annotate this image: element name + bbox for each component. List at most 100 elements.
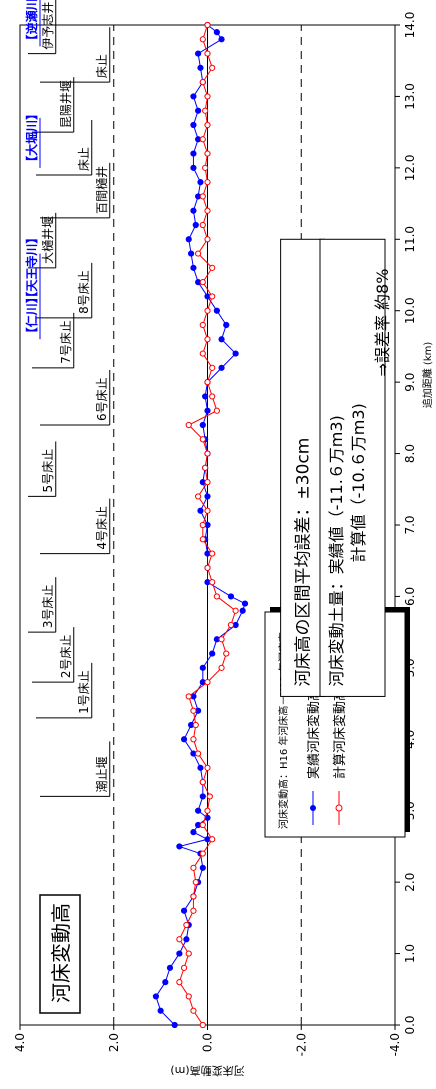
y-axis-label: 河床変動高(m)	[170, 1064, 244, 1078]
data-point	[190, 907, 197, 914]
data-point	[185, 993, 192, 1000]
data-point	[157, 1007, 164, 1014]
structure-label: 6号床止	[95, 377, 109, 421]
data-point	[209, 393, 216, 400]
structure-label: 床止	[77, 147, 91, 171]
data-point	[209, 264, 216, 271]
chart-title: 河床変動高	[49, 903, 73, 1003]
data-point	[195, 107, 202, 114]
data-point	[199, 793, 206, 800]
data-point	[190, 150, 197, 157]
data-point	[199, 779, 206, 786]
data-point	[192, 721, 199, 729]
data-point	[199, 850, 206, 857]
legend-marker	[335, 804, 343, 812]
data-point	[209, 364, 216, 371]
data-point	[185, 236, 192, 243]
data-point	[204, 479, 211, 486]
x-axis-label: 追加距離 (km)	[421, 342, 434, 409]
data-point	[183, 921, 190, 929]
x-tick-label: 12.0	[403, 154, 417, 181]
data-point	[209, 550, 216, 557]
y-tick-label: 0.0	[201, 1033, 215, 1052]
structure-label: 2号床止	[59, 635, 73, 679]
data-point	[199, 821, 206, 829]
data-point	[227, 593, 235, 600]
data-point	[209, 836, 216, 843]
data-point	[199, 864, 206, 871]
data-point	[199, 421, 206, 429]
data-point	[171, 1021, 178, 1029]
river-label: 【逆瀬川】	[24, 0, 39, 46]
data-point	[204, 407, 211, 414]
data-point	[204, 507, 211, 514]
plot-area: 0.01.02.03.04.05.06.07.08.09.010.011.012…	[13, 0, 434, 1078]
structure-label: 3号床止	[41, 585, 55, 629]
x-tick-label: 0.0	[403, 1015, 417, 1034]
x-tick-label: 10.0	[403, 297, 417, 324]
data-point	[195, 493, 202, 500]
data-point	[197, 764, 204, 771]
data-point	[199, 36, 206, 43]
legend-label: 計算河床変動高	[332, 688, 348, 779]
data-point	[204, 236, 211, 243]
data-point	[209, 293, 216, 300]
volume-info-box	[319, 238, 386, 697]
data-point	[199, 321, 206, 329]
structure-label: 5号床止	[41, 449, 55, 493]
data-point	[204, 121, 211, 129]
data-point	[202, 464, 209, 471]
data-point	[204, 207, 211, 214]
data-point	[218, 36, 225, 43]
data-point	[166, 964, 174, 971]
data-point	[195, 50, 202, 57]
data-point	[202, 393, 209, 400]
data-point	[218, 336, 225, 343]
data-point	[227, 621, 235, 629]
data-point	[199, 664, 206, 671]
data-point	[199, 279, 206, 286]
error-info-text: 河床高の区間平均誤差：±30cm	[294, 438, 314, 687]
series-line	[155, 24, 246, 1026]
structure-label: 4号床止	[95, 506, 109, 550]
data-point	[204, 307, 211, 314]
data-point	[199, 436, 206, 443]
data-point	[204, 179, 211, 186]
data-point	[199, 79, 206, 86]
data-point	[176, 979, 183, 986]
data-point	[197, 507, 204, 514]
data-point	[190, 207, 197, 214]
y-tick-label: -4.0	[388, 1033, 402, 1056]
x-tick-label: 2.0	[403, 873, 417, 892]
data-point	[176, 936, 183, 943]
volume-info-line1: 河床変動土量：実績値（-11.６万m3)	[327, 415, 346, 686]
data-point	[232, 350, 239, 357]
data-point	[204, 150, 211, 157]
data-point	[213, 307, 220, 314]
y-tick-label: 2.0	[107, 1033, 121, 1052]
data-point	[195, 250, 202, 257]
data-point	[190, 893, 197, 900]
data-point	[204, 764, 211, 771]
data-point	[204, 21, 211, 29]
data-point	[213, 29, 220, 36]
x-tick-label: 8.0	[403, 444, 417, 463]
data-point	[195, 807, 202, 814]
x-tick-label: 1.0	[403, 944, 417, 963]
data-point	[241, 600, 249, 607]
data-point	[199, 221, 206, 229]
river-label: 【大堀川】	[24, 108, 39, 168]
data-point	[180, 907, 188, 914]
data-point	[209, 64, 216, 71]
data-point	[185, 693, 192, 700]
data-point	[195, 750, 202, 757]
data-point	[204, 564, 211, 571]
data-point	[190, 829, 197, 836]
data-point	[190, 164, 197, 171]
data-point	[239, 607, 246, 614]
data-point	[199, 350, 206, 357]
x-tick-label: 6.0	[403, 587, 417, 606]
data-point	[199, 1021, 206, 1029]
data-point	[199, 536, 206, 543]
data-point	[204, 93, 211, 100]
